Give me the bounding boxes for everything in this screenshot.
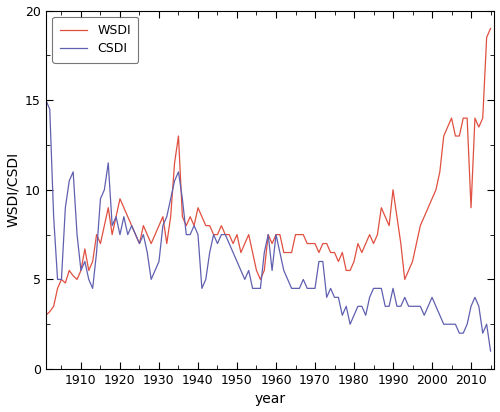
WSDI — [102, 223, 107, 228]
CSDI — [187, 232, 193, 237]
CSDI — [210, 232, 216, 237]
CSDI — [144, 250, 150, 255]
WSDI — [312, 241, 318, 246]
WSDI — [210, 232, 216, 237]
WSDI — [488, 26, 494, 31]
WSDI — [43, 313, 49, 318]
CSDI — [433, 304, 439, 309]
CSDI — [312, 286, 318, 291]
CSDI — [102, 187, 107, 192]
Legend: WSDI, CSDI: WSDI, CSDI — [52, 17, 138, 63]
Y-axis label: WSDI/CSDI: WSDI/CSDI — [6, 152, 20, 227]
Line: WSDI: WSDI — [46, 28, 490, 315]
Line: CSDI: CSDI — [46, 100, 490, 351]
WSDI — [144, 232, 150, 237]
X-axis label: year: year — [254, 393, 286, 407]
WSDI — [433, 187, 439, 192]
CSDI — [488, 349, 494, 353]
CSDI — [43, 98, 49, 103]
WSDI — [187, 214, 193, 219]
